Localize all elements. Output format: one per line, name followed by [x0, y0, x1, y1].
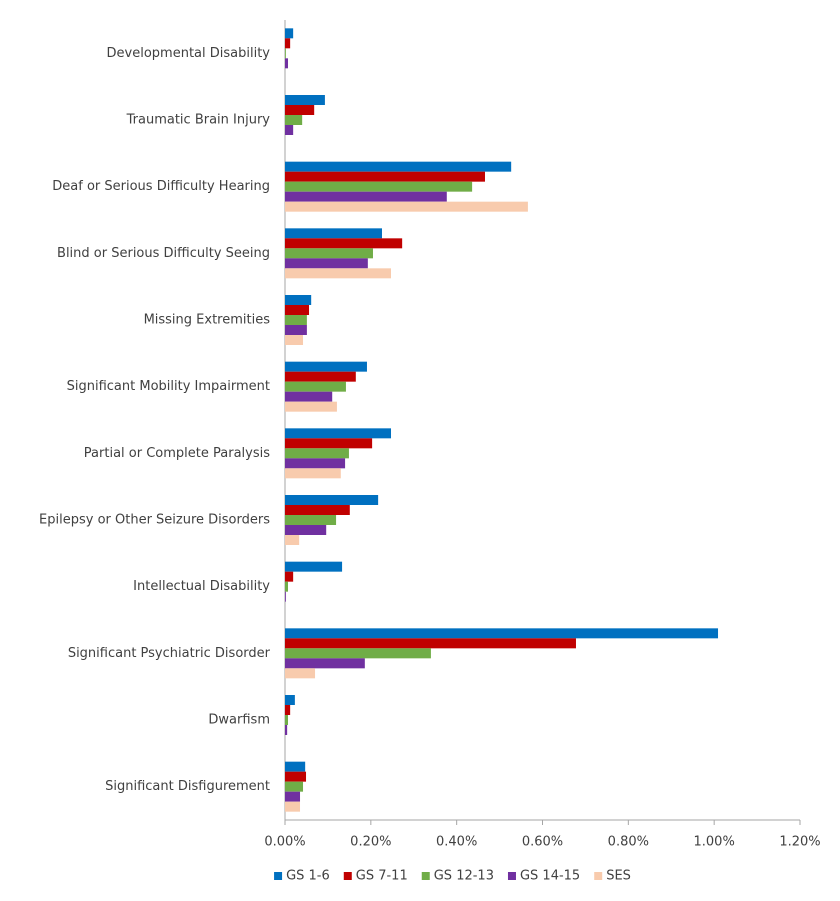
- x-tick-label: 1.00%: [694, 835, 735, 850]
- x-tick-label: 0.00%: [264, 835, 305, 850]
- bar: [285, 315, 307, 325]
- bar: [285, 191, 447, 202]
- bar: [285, 181, 473, 192]
- bar: [285, 171, 485, 182]
- bar: [285, 401, 337, 412]
- bar: [285, 591, 286, 602]
- bar: [285, 525, 327, 535]
- bar: [285, 38, 291, 49]
- bar: [285, 571, 294, 582]
- bar: [285, 715, 289, 725]
- bar: [285, 201, 528, 212]
- bar: [285, 648, 431, 659]
- legend-label: GS 1-6: [286, 869, 330, 884]
- bar: [285, 771, 307, 782]
- y-tick-label: Missing Extremities: [144, 313, 271, 328]
- y-tick-label: Blind or Serious Difficulty Seeing: [57, 246, 270, 261]
- y-tick-label: Intellectual Disability: [133, 579, 270, 594]
- bar: [285, 238, 403, 249]
- bar: [285, 381, 346, 392]
- legend-label: GS 7-11: [356, 869, 408, 884]
- y-tick-label: Significant Disfigurement: [105, 779, 270, 794]
- bar: [285, 325, 307, 335]
- bar: [285, 801, 301, 812]
- bar: [285, 458, 346, 469]
- bar: [285, 258, 368, 269]
- bar: [285, 105, 315, 115]
- legend-swatch: [421, 872, 430, 880]
- x-tick-label: 0.20%: [350, 835, 391, 850]
- y-tick-label: Deaf or Serious Difficulty Hearing: [52, 179, 270, 194]
- bar: [285, 125, 294, 135]
- bar: [285, 695, 295, 705]
- bar: [285, 515, 337, 525]
- bar: [285, 48, 286, 59]
- legend-swatch: [594, 872, 603, 880]
- bar: [285, 228, 382, 239]
- bar: [285, 335, 304, 345]
- bar: [285, 371, 356, 382]
- bar: [285, 268, 392, 279]
- bar: [285, 295, 312, 305]
- bar: [285, 95, 325, 105]
- bar: [285, 791, 301, 802]
- bar: [285, 725, 288, 735]
- legend-swatch: [343, 872, 352, 880]
- legend-swatch: [507, 872, 516, 880]
- bar: [285, 438, 373, 449]
- bar: [285, 668, 316, 679]
- bar: [285, 561, 343, 572]
- legend-swatch: [274, 872, 283, 880]
- legend-label: GS 14-15: [520, 869, 580, 884]
- bar: [285, 505, 350, 515]
- bar: [285, 115, 303, 125]
- bar: [285, 495, 379, 505]
- x-tick-label: 0.80%: [608, 835, 649, 850]
- bar: [285, 581, 289, 592]
- y-tick-label: Traumatic Brain Injury: [126, 113, 271, 128]
- y-tick-label: Partial or Complete Paralysis: [84, 446, 270, 461]
- legend-label: SES: [606, 869, 631, 884]
- bar: [285, 638, 576, 649]
- bar: [285, 448, 349, 459]
- bar: [285, 428, 392, 439]
- bar: [285, 761, 306, 772]
- x-tick-label: 0.60%: [522, 835, 563, 850]
- y-tick-label: Epilepsy or Other Seizure Disorders: [39, 513, 270, 528]
- y-tick-label: Significant Mobility Impairment: [67, 379, 270, 394]
- bar: [285, 361, 367, 372]
- x-tick-label: 0.40%: [436, 835, 477, 850]
- bar: [285, 705, 291, 715]
- y-tick-label: Developmental Disability: [107, 46, 271, 61]
- bar: [285, 305, 310, 315]
- bar: [285, 28, 294, 39]
- bar: [285, 781, 304, 792]
- y-tick-label: Dwarfism: [208, 713, 270, 728]
- bar: [285, 468, 341, 479]
- bar: [285, 161, 512, 172]
- bar: [285, 58, 289, 69]
- bar: [285, 248, 373, 259]
- bar: [285, 391, 333, 402]
- y-tick-label: Significant Psychiatric Disorder: [68, 646, 271, 661]
- bar: [285, 658, 365, 669]
- x-tick-label: 1.20%: [779, 835, 820, 850]
- legend-label: GS 12-13: [434, 869, 494, 884]
- bar: [285, 628, 719, 639]
- bar: [285, 535, 300, 545]
